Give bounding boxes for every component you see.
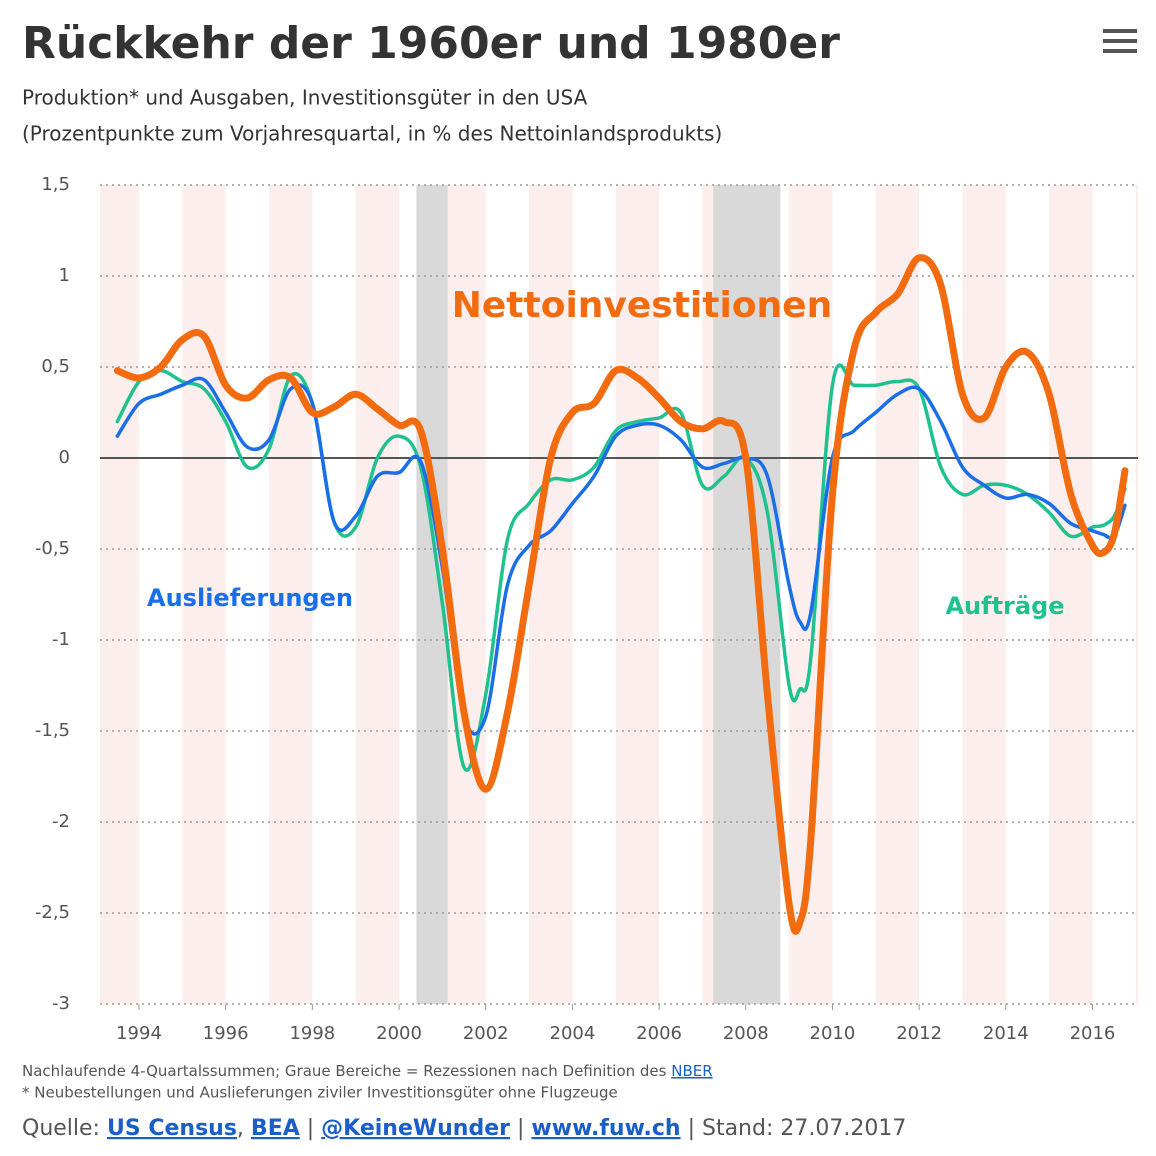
x-tick-label: 2014 <box>983 1023 1029 1044</box>
year-stripe <box>962 185 1006 1004</box>
y-tick-label: -0,5 <box>35 538 70 559</box>
series-label: Aufträge <box>945 592 1064 620</box>
y-tick-label: 1,5 <box>41 174 70 195</box>
y-tick-label: -2,5 <box>35 902 70 923</box>
x-tick-label: 2016 <box>1070 1023 1116 1044</box>
recession-band <box>416 185 448 1004</box>
menu-button[interactable] <box>1103 29 1137 53</box>
source-link[interactable]: @KeineWunder <box>321 1116 510 1141</box>
recession-band <box>713 185 781 1004</box>
x-tick-label: 2006 <box>636 1023 682 1044</box>
x-tick-label: 2004 <box>550 1023 596 1044</box>
source-text: Stand: 27.07.2017 <box>702 1116 906 1141</box>
year-stripe <box>269 185 313 1004</box>
x-tick-label: 2012 <box>896 1023 942 1044</box>
footnote: Nachlaufende 4-Quartalssummen; Graue Ber… <box>22 1062 713 1080</box>
year-stripe <box>1135 185 1138 1004</box>
source-link[interactable]: BEA <box>251 1116 300 1141</box>
x-tick-label: 2010 <box>810 1023 856 1044</box>
year-stripe <box>615 185 660 1004</box>
y-tick-label: 0,5 <box>41 356 70 377</box>
year-stripe <box>355 185 400 1004</box>
x-tick-label: 2000 <box>376 1023 422 1044</box>
source-link[interactable]: US Census <box>107 1116 237 1141</box>
source-link[interactable]: www.fuw.ch <box>531 1116 680 1141</box>
source: Quelle: US Census, BEA | @KeineWunder | … <box>22 1116 906 1141</box>
series-line <box>113 254 1129 935</box>
year-stripe <box>182 185 226 1004</box>
x-tick-label: 2002 <box>463 1023 509 1044</box>
source-prefix: Quelle: <box>22 1116 100 1141</box>
subtitle: (Prozentpunkte zum Vorjahresquartal, in … <box>22 122 722 146</box>
source-text: | <box>517 1116 524 1141</box>
series-label: Nettoinvestitionen <box>452 285 832 326</box>
source-text: , <box>237 1116 244 1141</box>
y-tick-label: 1 <box>59 265 70 286</box>
footnote: * Neubestellungen und Auslieferungen ziv… <box>22 1084 618 1102</box>
x-tick-label: 1998 <box>289 1023 335 1044</box>
year-stripe <box>529 185 573 1004</box>
x-tick-label: 2008 <box>723 1023 769 1044</box>
subtitle: Produktion* und Ausgaben, Investitionsgü… <box>22 86 588 110</box>
year-stripe <box>1049 185 1093 1004</box>
y-tick-label: -2 <box>52 811 70 832</box>
footnote-link[interactable]: NBER <box>671 1062 712 1080</box>
source-text: | <box>307 1116 314 1141</box>
source-text: | <box>688 1116 695 1141</box>
footnote-text: Nachlaufende 4-Quartalssummen; Graue Ber… <box>22 1062 667 1080</box>
series-label: Auslieferungen <box>147 584 353 612</box>
year-stripe <box>875 185 920 1004</box>
y-tick-label: -1 <box>52 629 70 650</box>
y-tick-label: -1,5 <box>35 720 70 741</box>
chart-title: Rückkehr der 1960er und 1980er <box>22 18 840 69</box>
y-tick-label: -3 <box>52 993 70 1014</box>
year-stripe <box>100 185 140 1004</box>
series-line <box>115 376 1127 736</box>
x-tick-label: 1996 <box>203 1023 249 1044</box>
y-tick-label: 0 <box>59 447 70 468</box>
x-tick-label: 1994 <box>116 1023 162 1044</box>
